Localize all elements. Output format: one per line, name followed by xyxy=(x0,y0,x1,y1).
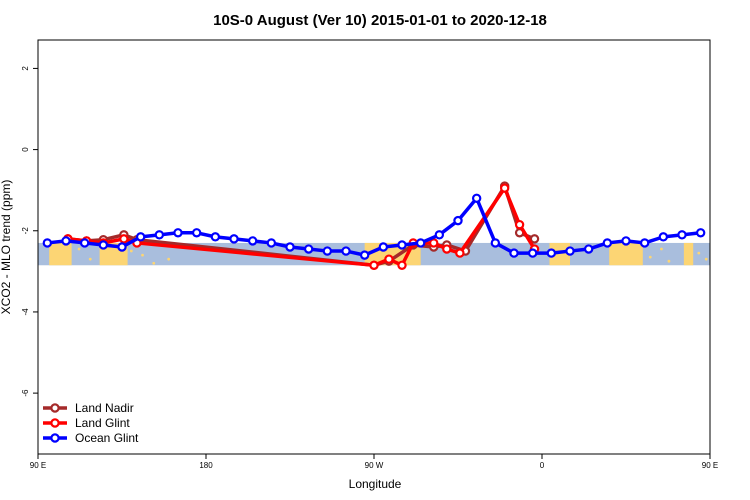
island-dot xyxy=(62,259,66,263)
island-dot xyxy=(704,257,708,261)
x-tick-label: 90 E xyxy=(30,461,46,470)
island-dot xyxy=(141,253,144,257)
y-axis-label: XCO2 - MLO trend (ppm) xyxy=(0,180,13,315)
series-lines xyxy=(42,181,706,270)
data-point-ocean-glint xyxy=(341,246,351,256)
axis-ticks: 90 E 180 90 W 0 90 E 2 0 -2 -4 -6 xyxy=(21,66,718,470)
data-point-land-glint xyxy=(429,238,439,248)
data-point-ocean-glint xyxy=(266,238,277,248)
island-dot xyxy=(152,261,156,265)
data-point-ocean-glint xyxy=(378,242,389,252)
data-point-land-glint xyxy=(514,219,525,230)
y-tick-label: 0 xyxy=(21,147,30,152)
data-point-ocean-glint xyxy=(658,232,669,242)
data-point-ocean-glint xyxy=(42,238,53,248)
data-point-land-glint xyxy=(384,254,394,264)
data-point-ocean-glint xyxy=(453,215,463,226)
y-tick-label: -4 xyxy=(21,308,30,316)
island-dot xyxy=(615,249,619,253)
data-point-land-glint xyxy=(119,234,129,244)
data-point-land-glint xyxy=(397,260,407,270)
data-point-ocean-glint xyxy=(434,230,445,240)
x-tick-label: 180 xyxy=(199,461,213,470)
data-point-ocean-glint xyxy=(583,244,594,254)
data-point-ocean-glint xyxy=(303,244,314,254)
data-point-ocean-glint xyxy=(322,246,333,256)
data-point-ocean-glint xyxy=(565,246,575,256)
island-dot xyxy=(648,255,652,259)
land-region xyxy=(609,242,643,266)
x-tick-label: 90 W xyxy=(365,461,384,470)
data-point-ocean-glint xyxy=(285,242,295,252)
land-region xyxy=(49,242,72,266)
data-point-ocean-glint xyxy=(621,236,631,246)
data-point-ocean-glint xyxy=(471,193,482,203)
data-point-ocean-glint xyxy=(247,236,258,246)
data-point-ocean-glint xyxy=(397,240,407,250)
island-dot xyxy=(167,257,171,261)
data-point-ocean-glint xyxy=(117,242,127,252)
island-dot xyxy=(660,247,663,251)
data-point-ocean-glint xyxy=(191,228,202,238)
data-point-land-glint xyxy=(369,260,379,270)
island-dot xyxy=(667,259,671,263)
island-dot xyxy=(77,247,81,251)
x-tick-label: 90 E xyxy=(702,461,718,470)
y-tick-label: 2 xyxy=(21,66,30,71)
x-tick-label: 0 xyxy=(540,461,545,470)
data-point-ocean-glint xyxy=(415,238,426,248)
data-point-ocean-glint xyxy=(173,228,183,238)
data-point-ocean-glint xyxy=(61,236,71,246)
legend-swatch-marker xyxy=(50,403,60,413)
data-point-ocean-glint xyxy=(677,230,687,240)
island-dot xyxy=(107,251,111,255)
data-point-ocean-glint xyxy=(359,250,370,260)
legend-label: Land Nadir xyxy=(75,401,134,415)
y-tick-label: -6 xyxy=(21,389,30,397)
data-point-land-glint xyxy=(442,244,452,254)
data-point-ocean-glint xyxy=(546,248,557,258)
island-dot xyxy=(55,253,59,257)
data-point-ocean-glint xyxy=(229,234,239,244)
land-region xyxy=(549,242,570,266)
data-point-land-glint xyxy=(499,183,510,193)
legend-label: Land Glint xyxy=(75,416,130,430)
x-axis-label: Longitude xyxy=(349,477,402,491)
data-point-ocean-glint xyxy=(98,240,109,250)
data-point-ocean-glint xyxy=(695,228,706,238)
series-ocean-glint xyxy=(42,193,706,260)
data-point-ocean-glint xyxy=(135,232,146,242)
land-region xyxy=(683,242,694,266)
legend-label: Ocean Glint xyxy=(75,431,139,445)
data-point-ocean-glint xyxy=(509,248,519,258)
data-point-ocean-glint xyxy=(210,232,221,242)
data-point-land-glint xyxy=(455,248,465,258)
data-point-ocean-glint xyxy=(639,238,650,248)
data-point-ocean-glint xyxy=(527,248,538,258)
y-tick-label: -2 xyxy=(21,227,30,235)
island-dot xyxy=(129,249,133,253)
island-dot xyxy=(697,251,701,255)
legend-swatch-marker xyxy=(50,433,60,443)
data-point-ocean-glint xyxy=(79,238,90,248)
data-point-ocean-glint xyxy=(490,238,501,248)
data-point-ocean-glint xyxy=(154,230,165,240)
island-dot xyxy=(88,257,92,261)
data-point-land-nadir xyxy=(529,234,540,244)
legend-swatch-marker xyxy=(50,418,60,428)
data-point-ocean-glint xyxy=(602,238,613,248)
island-dot xyxy=(116,259,120,263)
chart-title: 10S-0 August (Ver 10) 2015-01-01 to 2020… xyxy=(213,12,547,29)
